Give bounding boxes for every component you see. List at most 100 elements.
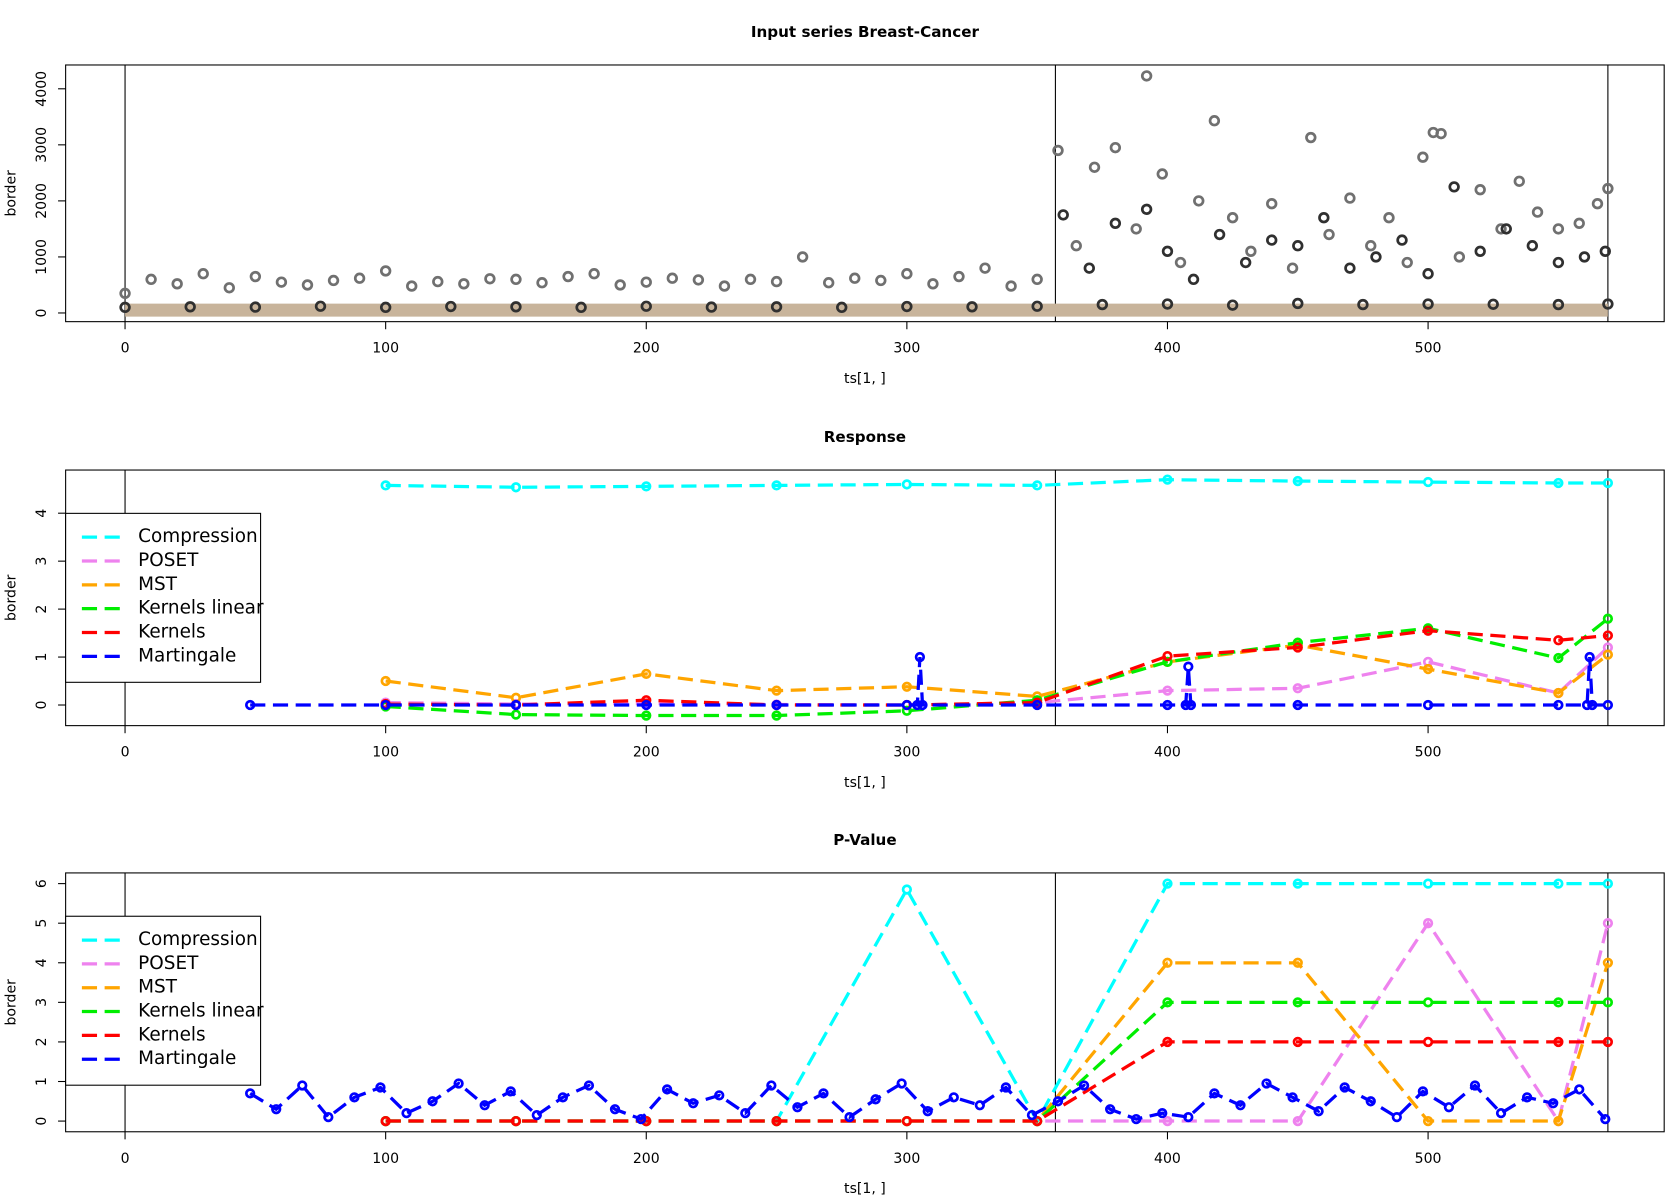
y-tick-label: 2000	[34, 183, 50, 219]
data-point	[1365, 240, 1377, 252]
data-point	[327, 274, 340, 287]
data-point	[1208, 115, 1221, 127]
legend-label: Kernels	[138, 621, 205, 642]
data-point	[1584, 651, 1595, 663]
data-point	[479, 1100, 490, 1111]
legend-label: Martingale	[138, 1048, 236, 1069]
data-point	[1602, 298, 1614, 310]
series-line	[249, 1081, 1607, 1122]
data-point	[1495, 1108, 1507, 1119]
data-point	[1161, 298, 1174, 310]
data-point	[1032, 480, 1043, 491]
y-tick-label: 3	[34, 998, 50, 1007]
y-axis-label: border	[3, 574, 19, 621]
data-point	[1602, 997, 1614, 1008]
data-point	[1401, 256, 1413, 269]
data-point	[1130, 223, 1142, 235]
data-point	[1552, 298, 1565, 311]
data-point	[583, 1080, 595, 1091]
data-point	[1422, 268, 1434, 280]
data-point	[379, 301, 392, 314]
data-point	[714, 1090, 725, 1101]
data-point	[692, 274, 705, 286]
data-point	[1602, 878, 1614, 889]
data-point	[1292, 297, 1304, 310]
data-point	[771, 480, 782, 491]
series-line	[385, 643, 1609, 700]
data-point	[979, 262, 991, 274]
data-point	[1162, 957, 1173, 968]
data-point	[1031, 273, 1043, 286]
x-axis-label: ts[1, ]	[844, 775, 886, 791]
data-point	[349, 1092, 360, 1103]
data-point	[792, 1102, 803, 1113]
data-point	[184, 301, 196, 313]
data-point	[1287, 1092, 1298, 1103]
data-point	[1422, 298, 1434, 310]
data-point	[901, 699, 913, 711]
data-point	[1226, 299, 1239, 311]
data-point	[1162, 1036, 1173, 1048]
data-point	[1474, 245, 1486, 258]
data-point	[1193, 195, 1205, 207]
data-point	[836, 301, 848, 314]
data-point	[1602, 630, 1614, 641]
data-point	[1591, 198, 1604, 210]
data-point	[1031, 300, 1043, 312]
x-tick-label: 0	[121, 341, 130, 357]
data-point	[1602, 477, 1614, 489]
data-point	[966, 301, 978, 313]
data-point	[323, 1111, 334, 1123]
data-point	[1057, 209, 1069, 221]
x-tick-label: 200	[633, 1151, 660, 1167]
data-point	[1052, 144, 1064, 157]
data-point	[510, 1115, 522, 1127]
data-point	[688, 1098, 699, 1109]
y-tick-label: 6	[34, 879, 50, 888]
series-line	[385, 478, 1608, 489]
data-point	[531, 1110, 542, 1121]
data-point	[1292, 699, 1303, 711]
data-point	[1161, 245, 1174, 258]
y-tick-label: 4000	[34, 71, 50, 107]
legend-label: Kernels linear	[138, 1001, 264, 1022]
data-point	[510, 301, 522, 313]
series-line	[250, 656, 1608, 707]
legend-label: MST	[138, 977, 178, 998]
data-point	[1599, 245, 1611, 258]
data-point	[901, 884, 913, 895]
data-point	[1474, 183, 1486, 196]
data-point	[380, 1115, 391, 1127]
data-point	[1553, 1036, 1564, 1048]
legend-label: Martingale	[138, 645, 236, 666]
data-point	[1417, 151, 1429, 163]
data-point	[1052, 1096, 1064, 1107]
data-point	[1602, 957, 1614, 968]
data-point	[119, 301, 131, 314]
series-line	[385, 1000, 1608, 1123]
legend-label: MST	[138, 574, 178, 595]
x-tick-label: 100	[372, 1151, 399, 1167]
y-axis-label: border	[3, 170, 19, 217]
y-tick-label: 3	[34, 557, 50, 566]
data-point	[1078, 1080, 1090, 1091]
data-point	[1339, 1082, 1350, 1093]
legend-box	[65, 512, 262, 683]
data-point	[771, 699, 782, 711]
data-point	[314, 300, 327, 312]
data-point	[562, 270, 574, 283]
data-point	[1162, 1115, 1173, 1127]
data-point	[1305, 131, 1317, 144]
data-point	[1553, 687, 1564, 699]
data-point	[635, 1113, 647, 1125]
data-point	[896, 1078, 907, 1089]
data-point	[1261, 1078, 1272, 1089]
data-point	[1026, 1110, 1038, 1121]
legend-label: Compression	[138, 929, 257, 950]
data-point	[1581, 699, 1593, 711]
data-point	[1131, 1113, 1142, 1125]
data-point	[771, 710, 782, 721]
y-tick-label: 2	[34, 605, 50, 614]
data-point	[1162, 878, 1173, 889]
y-tick-label: 2	[34, 1037, 50, 1046]
